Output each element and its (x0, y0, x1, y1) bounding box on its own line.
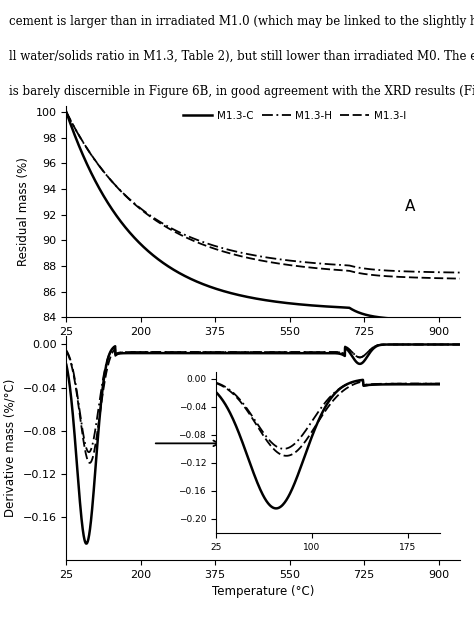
X-axis label: Temperature (°C): Temperature (°C) (212, 585, 314, 598)
M1.3-H (446, 269, 451, 276)
M1.3-H (83, 144, 89, 151)
M1.3-I (255, 256, 261, 264)
M1.3-C (64, 108, 69, 116)
Text: A: A (405, 200, 415, 215)
M1.3-I (457, 275, 463, 282)
Legend: M1.3-C, M1.3-H, M1.3-I: M1.3-C, M1.3-H, M1.3-I (179, 107, 410, 125)
M1.3-I (446, 275, 451, 282)
M1.3-H (245, 250, 250, 258)
M1.3-H (374, 266, 379, 274)
M1.3-H (64, 108, 69, 116)
M1.3-H (255, 252, 261, 259)
Y-axis label: Residual mass (%): Residual mass (%) (17, 157, 30, 266)
M1.3-I (245, 254, 250, 261)
M1.3-I (83, 144, 89, 151)
M1.3-H (457, 269, 463, 276)
M1.3-C (446, 317, 451, 324)
Y-axis label: Derivative mass (%/°C): Derivative mass (%/°C) (4, 379, 17, 517)
M1.3-I (374, 272, 379, 279)
Line: M1.3-I: M1.3-I (66, 112, 460, 279)
M1.3-H (446, 269, 451, 276)
M1.3-I (446, 275, 451, 282)
M1.3-C (446, 317, 451, 324)
Text: B: B (412, 499, 423, 514)
M1.3-C (245, 293, 250, 300)
Text: is barely discernible in Figure 6B, in good agreement with the XRD results (Figu: is barely discernible in Figure 6B, in g… (9, 85, 474, 98)
Line: M1.3-H: M1.3-H (66, 112, 460, 272)
M1.3-C (255, 295, 261, 302)
M1.3-C (374, 313, 379, 320)
Text: ll water/solids ratio in M1.3, Table 2), but still lower than irradiated M0. The: ll water/solids ratio in M1.3, Table 2),… (9, 50, 474, 63)
M1.3-I (64, 108, 69, 116)
Text: cement is larger than in irradiated M1.0 (which may be linked to the slightly hi: cement is larger than in irradiated M1.0… (9, 15, 474, 28)
Line: M1.3-C: M1.3-C (66, 112, 460, 320)
M1.3-C (83, 159, 89, 167)
M1.3-C (457, 317, 463, 324)
